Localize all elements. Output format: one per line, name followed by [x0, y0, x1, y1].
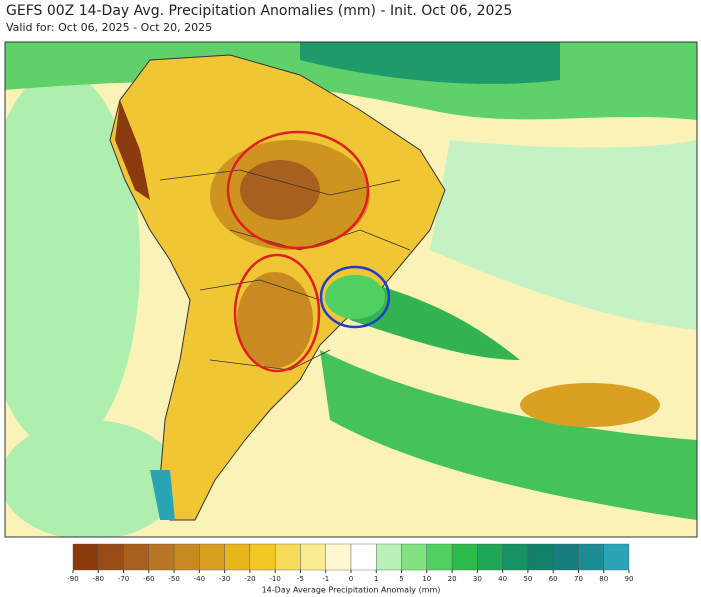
colorbar-bin [224, 543, 251, 571]
colorbar-tick-label: 80 [599, 575, 608, 583]
colorbar-bin [578, 543, 604, 571]
colorbar-tick-label: 40 [498, 575, 507, 583]
colorbar-tick-label: -1 [322, 575, 329, 583]
colorbar-bin [527, 543, 554, 571]
colorbar-bin [350, 543, 377, 571]
colorbar-bin [477, 543, 503, 571]
colorbar-bin [98, 543, 124, 571]
colorbar-bin [173, 543, 200, 571]
colorbar-bin [552, 543, 579, 571]
colorbar-tick-label: -40 [194, 575, 205, 583]
colorbar-bin [148, 543, 175, 571]
colorbar-bin [72, 543, 99, 571]
colorbar-tick-label: 70 [574, 575, 583, 583]
colorbar-label: 14-Day Average Precipitation Anomaly (mm… [262, 586, 441, 595]
colorbar-tick-label: -50 [168, 575, 179, 583]
colorbar-bin [426, 543, 453, 571]
subtitle: Valid for: Oct 06, 2025 - Oct 20, 2025 [6, 21, 212, 34]
colorbar-bin [401, 543, 428, 571]
colorbar-tick-label: 10 [422, 575, 431, 583]
colorbar-bin [451, 543, 478, 571]
colorbar-tick-label: 50 [523, 575, 532, 583]
colorbar-tick-label: 90 [625, 575, 634, 583]
colorbar-bin [123, 543, 150, 571]
colorbar-tick-label: 20 [448, 575, 457, 583]
colorbar-bin [603, 543, 630, 571]
colorbar-tick-label: -30 [219, 575, 230, 583]
colorbar-bin [376, 543, 402, 571]
colorbar-tick-label: 1 [374, 575, 378, 583]
colorbar-bin [274, 543, 301, 571]
colorbar-tick-label: -60 [143, 575, 154, 583]
colorbar-tick-label: -10 [269, 575, 280, 583]
colorbar-tick-label: -20 [244, 575, 255, 583]
colorbar-tick-label: 60 [549, 575, 558, 583]
colorbar: -90 -80 -70 -60 -50 -40 -30 -20 -10 -5 -1 0 1 5 10 20 30… [67, 543, 634, 583]
map [4, 41, 698, 538]
colorbar-tick-label: -90 [67, 575, 78, 583]
colorbar-tick-label: 30 [473, 575, 482, 583]
title: GEFS 00Z 14-Day Avg. Precipitation Anoma… [6, 3, 512, 19]
colorbar-bin [300, 543, 326, 571]
colorbar-tick-label: 5 [399, 575, 403, 583]
colorbar-bin [325, 543, 352, 571]
colorbar-tick-label: 0 [349, 575, 353, 583]
colorbar-tick-label: -70 [118, 575, 129, 583]
colorbar-tick-label: -5 [297, 575, 304, 583]
colorbar-bin [199, 543, 225, 571]
colorbar-bin [249, 543, 276, 571]
colorbar-tick-label: -80 [93, 575, 104, 583]
colorbar-bin [502, 543, 529, 571]
